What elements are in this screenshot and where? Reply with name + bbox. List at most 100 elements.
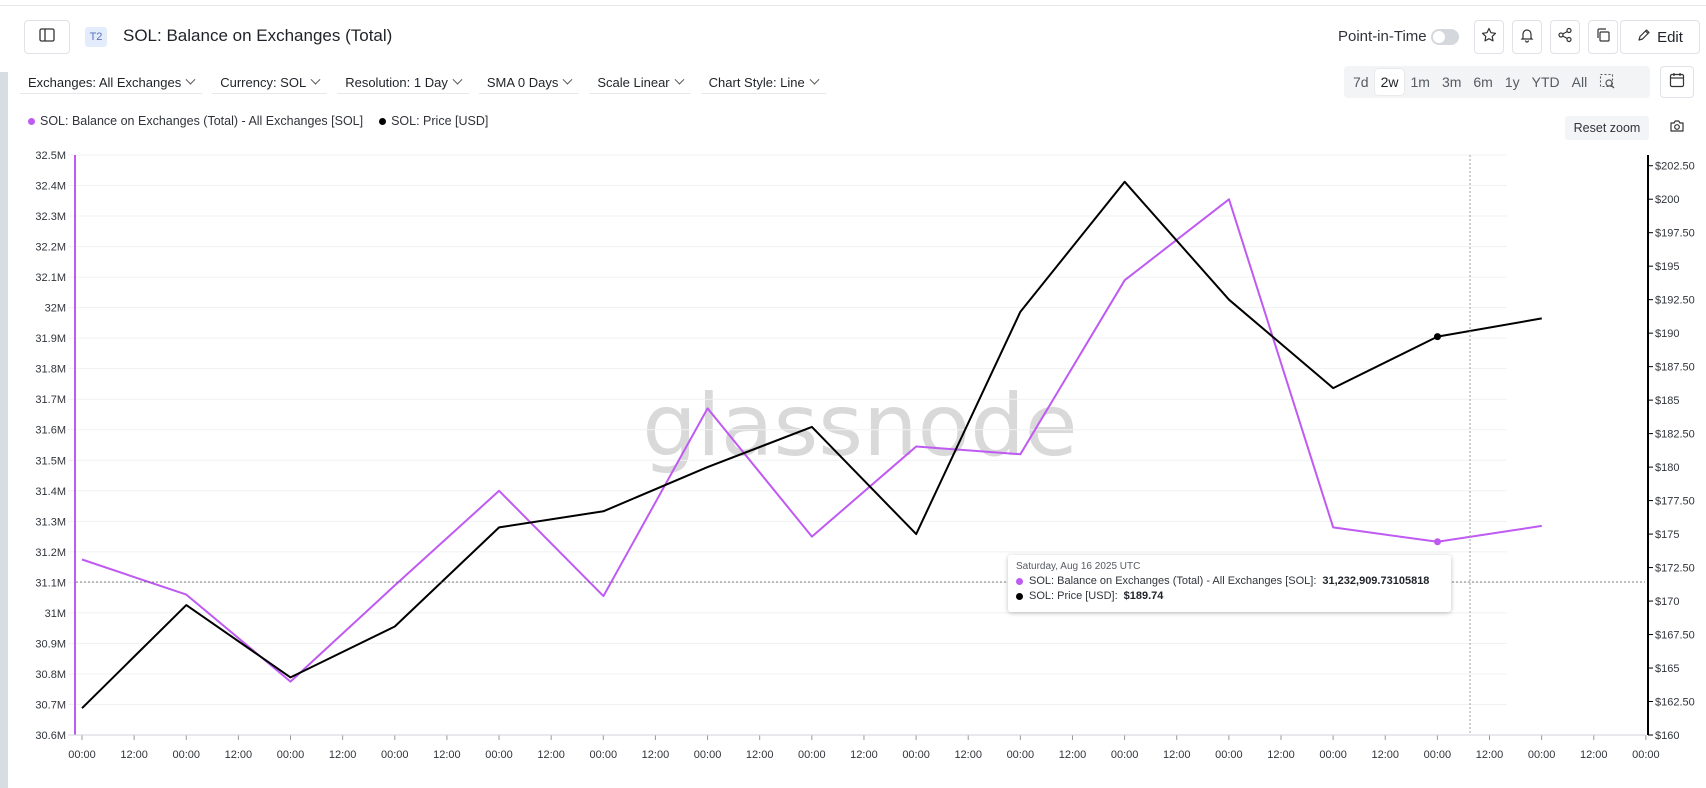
sma-label: SMA 0 Days (486, 75, 559, 90)
y-right-tick-label: $192.50 (1655, 295, 1695, 307)
x-tick-label: 00:00 (1007, 749, 1035, 761)
share-button[interactable] (1550, 20, 1580, 54)
range-6m[interactable]: 6m (1473, 74, 1493, 90)
tooltip-balance-label: SOL: Balance on Exchanges (Total) - All … (1029, 575, 1317, 587)
legend-item-balance[interactable]: SOL: Balance on Exchanges (Total) - All … (28, 114, 363, 128)
highlight-point-balance (1434, 538, 1442, 546)
range-1m[interactable]: 1m (1410, 74, 1430, 90)
x-tick-label: 00:00 (590, 749, 618, 761)
sidebar-icon (39, 27, 55, 47)
x-tick-label: 00:00 (485, 749, 513, 761)
top-divider (0, 5, 1706, 6)
series-line-price (81, 180, 1542, 709)
y-right-tick-label: $162.50 (1655, 697, 1695, 709)
x-tick-label: 00:00 (68, 749, 96, 761)
left-scroll-rail[interactable] (0, 72, 8, 788)
chart-style-label: Chart Style: Line (708, 75, 805, 90)
tooltip-dot (1016, 592, 1023, 600)
range-1y[interactable]: 1y (1504, 74, 1520, 90)
watermark: glassnode (642, 376, 1077, 476)
y-left-tick-label: 32.1M (35, 272, 66, 284)
scale-dropdown[interactable]: Scale Linear (589, 72, 691, 94)
edit-label: Edit (1657, 28, 1683, 46)
reset-zoom-button[interactable]: Reset zoom (1565, 116, 1649, 140)
tooltip-row-balance: SOL: Balance on Exchanges (Total) - All … (1016, 575, 1443, 587)
tier-badge: T2 (85, 27, 107, 47)
copy-icon (1595, 27, 1611, 48)
range-ytd[interactable]: YTD (1531, 74, 1560, 90)
currency-dropdown[interactable]: Currency: SOL (212, 72, 328, 94)
series-line-balance (81, 198, 1542, 683)
x-tick-label: 12:00 (954, 749, 982, 761)
y-left-tick-label: 31.6M (35, 425, 66, 437)
x-tick-label: 00:00 (798, 749, 826, 761)
y-left-tick-label: 31.2M (35, 547, 66, 559)
y-left-tick-label: 32.2M (35, 242, 66, 254)
legend-label: SOL: Balance on Exchanges (Total) - All … (40, 114, 364, 128)
range-2w[interactable]: 2w (1374, 69, 1405, 95)
calendar-button[interactable] (1660, 66, 1694, 98)
x-tick-label: 00:00 (1528, 749, 1556, 761)
x-tick-label: 00:00 (1319, 749, 1347, 761)
x-tick-label: 00:00 (694, 749, 722, 761)
chart-header: T2 SOL: Balance on Exchanges (Total) Poi… (24, 20, 1700, 56)
x-tick-label: 12:00 (746, 749, 774, 761)
x-tick-label: 12:00 (850, 749, 878, 761)
copy-button[interactable] (1588, 20, 1618, 54)
x-tick-label: 12:00 (433, 749, 461, 761)
y-left-tick-label: 30.9M (35, 638, 66, 650)
currency-label: Currency: SOL (220, 75, 307, 90)
bell-icon (1519, 27, 1535, 48)
exchanges-dropdown[interactable]: Exchanges: All Exchanges (20, 72, 203, 94)
y-right-tick-label: $172.50 (1655, 563, 1695, 575)
y-right-tick-label: $187.50 (1655, 362, 1695, 374)
y-right-tick-label: $180 (1655, 462, 1679, 474)
y-right-tick-label: $200 (1655, 194, 1679, 206)
alert-button[interactable] (1512, 20, 1542, 54)
x-tick-label: 12:00 (1371, 749, 1399, 761)
edit-button[interactable]: Edit (1620, 20, 1700, 54)
y-right-tick-label: $185 (1655, 395, 1679, 407)
x-tick-label: 00:00 (1632, 749, 1660, 761)
y-left-tick-label: 30.7M (35, 699, 66, 711)
x-tick-label: 00:00 (1424, 749, 1452, 761)
resolution-dropdown[interactable]: Resolution: 1 Day (337, 72, 469, 94)
favorite-button[interactable] (1474, 20, 1504, 54)
chart-style-dropdown[interactable]: Chart Style: Line (700, 72, 826, 94)
range-7d[interactable]: 7d (1353, 74, 1369, 90)
range-3m[interactable]: 3m (1441, 74, 1462, 90)
y-left-tick-label: 31.4M (35, 486, 66, 498)
point-in-time-toggle[interactable] (1431, 29, 1459, 45)
range-all[interactable]: All (1571, 74, 1588, 90)
screenshot-button[interactable] (1662, 116, 1692, 140)
y-left-tick-label: 32.5M (35, 150, 66, 162)
sidebar-toggle-button[interactable] (24, 20, 70, 54)
tooltip-date: Saturday, Aug 16 2025 UTC (1016, 561, 1141, 572)
y-left-tick-label: 31.5M (35, 455, 66, 467)
tooltip-row-price: SOL: Price [USD]: $189.74 (1016, 590, 1443, 602)
x-tick-label: 12:00 (1059, 749, 1087, 761)
legend-item-price[interactable]: SOL: Price [USD] (379, 114, 488, 128)
resolution-label: Resolution: 1 Day (345, 75, 448, 90)
zoom-select-button[interactable] (1593, 69, 1621, 95)
tooltip-price-value: $189.74 (1123, 590, 1164, 602)
chart-legend: SOL: Balance on Exchanges (Total) - All … (28, 114, 488, 128)
x-tick-label: 12:00 (120, 749, 148, 761)
y-right-tick-label: $167.50 (1655, 630, 1695, 642)
y-left-tick-label: 32M (45, 303, 66, 315)
time-range-selector: 7d 2w 1m 3m 6m 1y YTD All (1344, 66, 1650, 98)
y-right-tick-label: $195 (1655, 261, 1679, 273)
y-right-tick-label: $190 (1655, 328, 1679, 340)
y-left-tick-label: 31.1M (35, 577, 66, 589)
tooltip-dot (1016, 577, 1023, 585)
tooltip-balance-value: 31,232,909.73105818 (1322, 575, 1430, 587)
x-tick-label: 12:00 (225, 749, 253, 761)
sma-dropdown[interactable]: SMA 0 Days (478, 72, 580, 94)
x-tick-label: 00:00 (1111, 749, 1139, 761)
y-right-tick-label: $182.50 (1655, 429, 1695, 441)
y-left-tick-label: 30.6M (35, 730, 66, 742)
x-tick-label: 12:00 (1580, 749, 1608, 761)
y-right-tick-label: $202.50 (1655, 161, 1695, 173)
x-tick-label: 00:00 (381, 749, 409, 761)
